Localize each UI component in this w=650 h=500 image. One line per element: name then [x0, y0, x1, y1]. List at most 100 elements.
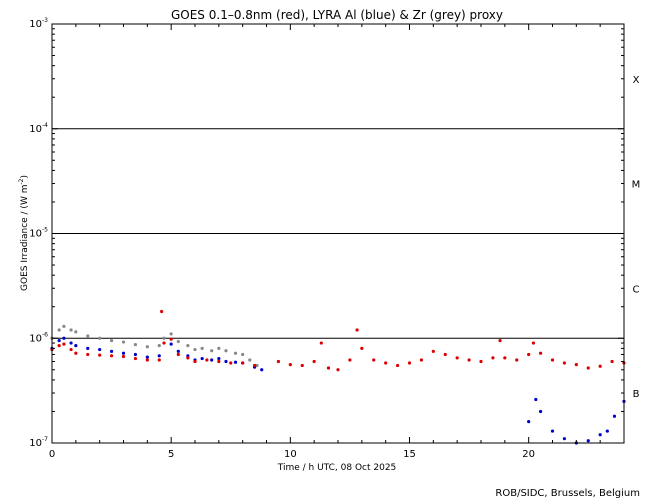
data-point: [515, 358, 519, 362]
x-tick-label: 15: [403, 449, 416, 460]
data-point: [176, 349, 180, 353]
data-point: [74, 330, 78, 334]
data-point: [186, 356, 190, 360]
data-point: [157, 344, 161, 348]
data-point: [384, 361, 388, 365]
data-series: [50, 324, 259, 368]
data-point: [121, 354, 126, 359]
data-point: [255, 363, 259, 368]
data-point: [74, 351, 78, 355]
data-point: [598, 433, 602, 437]
y-axis-label-tail: ): [20, 175, 30, 179]
data-point: [133, 356, 138, 361]
data-point: [276, 359, 281, 364]
data-point: [57, 328, 61, 332]
data-point: [241, 361, 245, 365]
y-axis-label: GOES Irradiance / (W m-2): [18, 175, 30, 291]
y-tick-label-exponent: -6: [42, 331, 48, 338]
data-point: [348, 358, 352, 362]
data-point: [86, 334, 90, 338]
x-tick-label: 10: [284, 449, 297, 460]
x-axis-label: Time / h UTC, 08 Oct 2025: [277, 463, 397, 473]
data-point: [527, 352, 531, 357]
data-point: [503, 356, 507, 360]
data-point: [312, 359, 316, 364]
data-point: [133, 342, 138, 347]
data-point: [248, 358, 252, 362]
data-point: [326, 366, 331, 370]
data-point: [260, 368, 264, 372]
data-point: [605, 429, 609, 433]
data-point: [69, 328, 73, 332]
data-point: [491, 356, 495, 360]
data-point: [62, 324, 66, 328]
data-point: [169, 342, 173, 346]
class-reference-lines: [52, 128, 624, 339]
data-point: [300, 363, 304, 368]
data-point: [443, 352, 447, 357]
data-point: [145, 345, 149, 349]
data-point: [360, 346, 364, 351]
data-point: [431, 349, 435, 353]
data-point: [612, 414, 617, 418]
data-point: [217, 356, 221, 361]
y-tick-label: 10-4: [29, 122, 48, 135]
data-point: [109, 354, 114, 358]
flare-class-labels: X M C B: [632, 75, 641, 400]
data-point: [176, 339, 180, 344]
data-point: [160, 309, 164, 314]
y-tick-label: 10-5: [29, 227, 48, 240]
y-tick-label: 10-3: [29, 17, 48, 30]
data-point: [224, 359, 228, 364]
flare-class-label: X: [633, 75, 640, 86]
data-point: [288, 363, 292, 367]
data-point: [372, 358, 376, 362]
data-point: [527, 420, 531, 424]
flare-class-label: M: [632, 180, 641, 191]
flare-class-label: B: [633, 389, 640, 400]
x-tick-label: 20: [522, 449, 535, 460]
y-tick-label-base: 10: [29, 124, 42, 135]
data-point: [69, 347, 73, 352]
data-point: [319, 341, 323, 345]
data-point: [531, 341, 536, 345]
y-tick-label-base: 10: [29, 229, 42, 240]
data-point: [574, 363, 578, 367]
data-point: [233, 351, 238, 355]
data-point: [224, 349, 228, 353]
data-point: [538, 351, 543, 355]
data-point: [467, 358, 471, 362]
data-point: [355, 328, 359, 332]
data-point: [145, 358, 149, 362]
data-point: [57, 338, 61, 343]
data-point: [69, 341, 73, 345]
data-point: [550, 429, 555, 433]
data-point: [534, 397, 538, 402]
data-point: [169, 332, 173, 336]
data-point: [169, 337, 173, 341]
data-point: [57, 344, 61, 348]
data-point: [62, 342, 66, 346]
data-point: [455, 356, 459, 360]
data-point: [162, 341, 166, 345]
flare-class-label: C: [633, 284, 640, 295]
data-point: [586, 366, 590, 370]
data-point: [550, 358, 555, 362]
y-tick-label-base: 10: [29, 438, 42, 449]
y-tick-label-base: 10: [29, 19, 42, 30]
y-tick-label-exponent: -7: [42, 436, 48, 443]
data-point: [193, 359, 197, 364]
data-point: [98, 353, 102, 357]
data-point: [121, 351, 126, 355]
data-point: [598, 364, 602, 368]
x-tick-label: 5: [168, 449, 174, 460]
data-point: [157, 354, 161, 358]
data-point: [419, 358, 424, 362]
data-point: [145, 355, 149, 359]
data-point: [157, 358, 161, 362]
data-points: [50, 309, 626, 445]
y-tick-label-exponent: -3: [42, 17, 48, 24]
data-point: [109, 349, 114, 353]
data-point: [610, 359, 614, 364]
data-point: [233, 360, 238, 364]
